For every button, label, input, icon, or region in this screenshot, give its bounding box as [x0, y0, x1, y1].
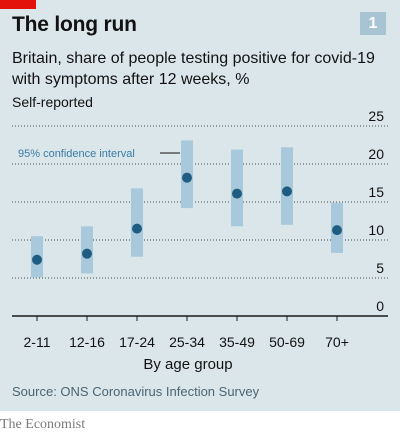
ci-bar — [281, 147, 293, 225]
y-tick-label: 20 — [368, 146, 384, 162]
y-tick-label: 25 — [368, 108, 384, 124]
chart-card: The long run 1 Britain, share of people … — [0, 0, 400, 411]
data-point — [182, 172, 192, 183]
publisher-name: The Economist — [0, 417, 86, 432]
x-tick-label: 17-24 — [119, 334, 155, 350]
y-tick-label: 5 — [376, 260, 384, 276]
y-tick-label: 10 — [368, 222, 384, 238]
data-point — [82, 248, 92, 259]
data-point — [332, 225, 342, 236]
ci-bar — [231, 149, 243, 227]
x-tick-label: 25-34 — [169, 334, 205, 350]
brand-red-tag — [0, 0, 36, 9]
chart-note: Self-reported — [12, 94, 93, 110]
source-note: Source: ONS Coronavirus Infection Survey — [12, 384, 260, 399]
y-tick-label: 15 — [368, 184, 384, 200]
chart-title: The long run — [12, 13, 137, 36]
y-tick-label: 0 — [376, 298, 384, 314]
chart-plot: 0 5 10 15 20 25 2-11 12-16 17-24 25-34 35-49 50-69 7… — [12, 108, 388, 350]
x-axis-title: By age group — [143, 356, 233, 373]
data-point — [282, 186, 292, 197]
chart-number-badge: 1 — [360, 12, 386, 35]
ci-annotation-label: 95% confidence interval — [18, 148, 135, 160]
data-point — [232, 188, 242, 199]
x-tick-label: 70+ — [325, 334, 349, 350]
x-tick-label: 12-16 — [69, 334, 105, 350]
ci-bar — [131, 188, 143, 257]
x-tick-label: 35-49 — [219, 334, 255, 350]
data-point — [132, 223, 142, 234]
x-tick-label: 2-11 — [24, 334, 51, 350]
chart-subtitle: Britain, share of people testing positiv… — [12, 50, 375, 88]
data-point — [32, 254, 42, 265]
x-tick-label: 50-69 — [269, 334, 305, 350]
